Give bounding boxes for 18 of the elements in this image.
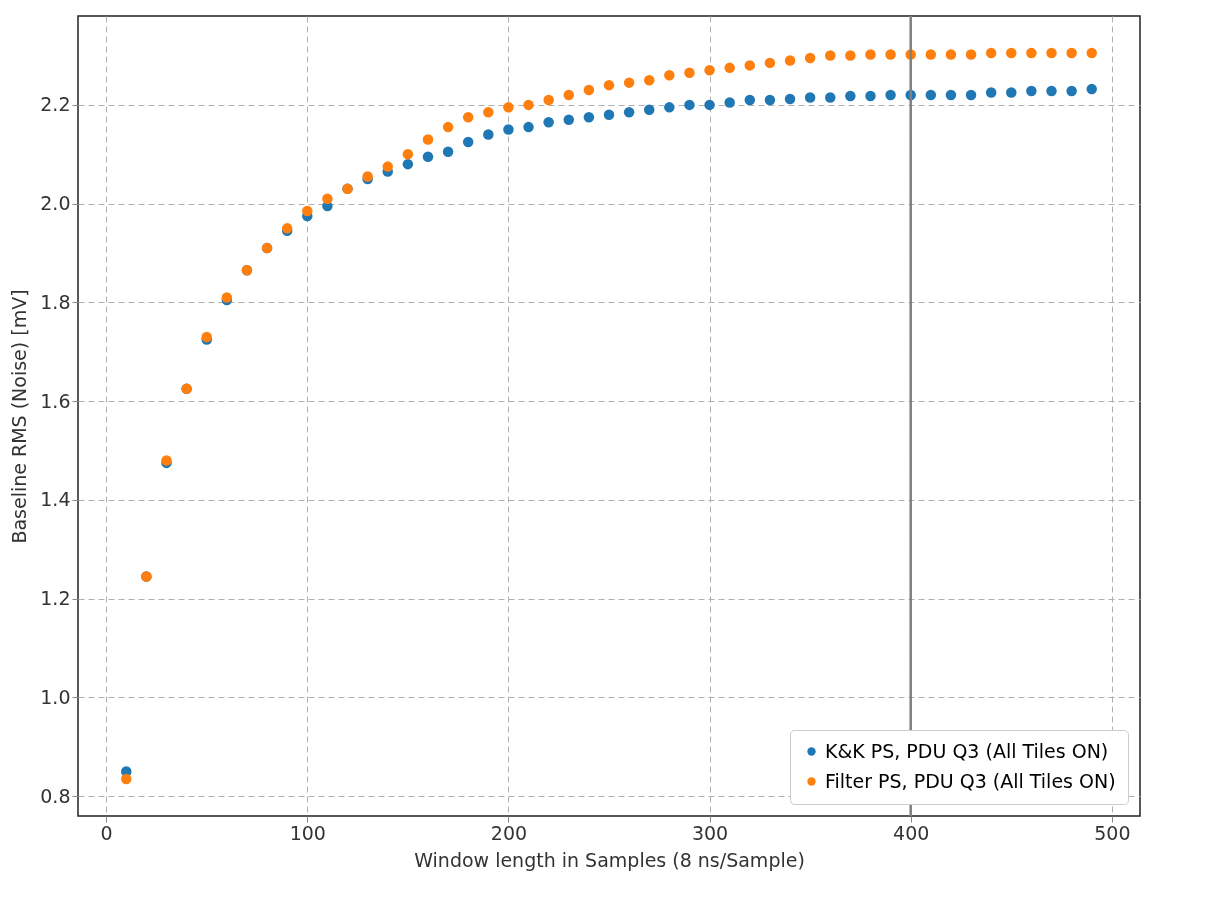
y-tick-label: 2.2 xyxy=(40,93,71,116)
legend-label: K&K PS, PDU Q3 (All Tiles ON) xyxy=(825,739,1109,762)
y-axis-title: Baseline RMS (Noise) [mV] xyxy=(8,289,31,544)
x-tick-label: 500 xyxy=(1094,821,1131,844)
y-tick-label: 2.0 xyxy=(40,192,71,215)
x-tick-label: 200 xyxy=(490,821,528,844)
x-tick-label: 300 xyxy=(691,821,729,844)
x-tick-label: 400 xyxy=(893,821,930,844)
x-tick-label: 0 xyxy=(100,821,113,844)
x-tick-label: 100 xyxy=(289,821,326,844)
y-tick-label: 1.8 xyxy=(40,290,71,313)
y-tick-label: 1.2 xyxy=(40,587,71,610)
y-tick-label: 1.6 xyxy=(40,389,71,412)
y-tick-label: 1.4 xyxy=(40,488,71,511)
y-tick-label: 1.0 xyxy=(40,685,71,708)
legend-label: Filter PS, PDU Q3 (All Tiles ON) xyxy=(825,769,1116,792)
x-axis-title: Window length in Samples (8 ns/Sample) xyxy=(414,848,805,871)
y-tick-label: 0.8 xyxy=(40,784,71,807)
